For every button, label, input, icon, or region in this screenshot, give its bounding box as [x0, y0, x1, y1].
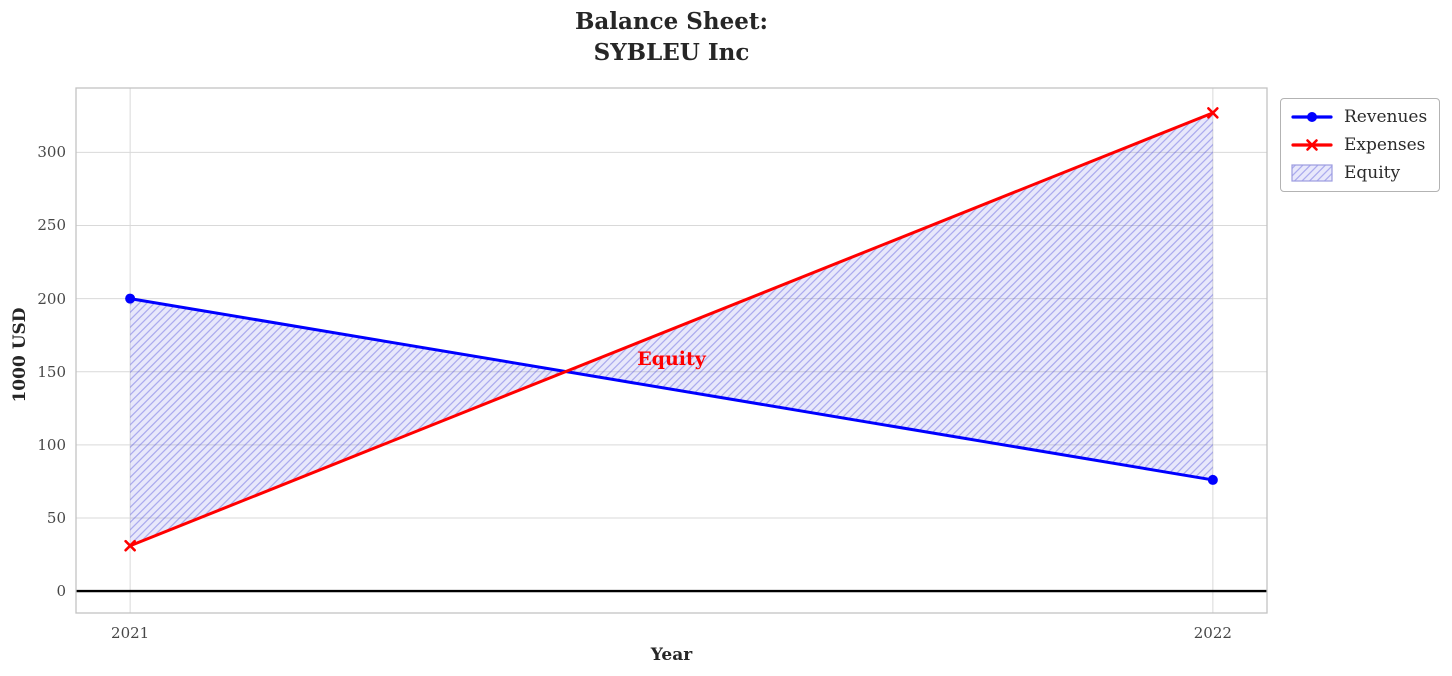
legend-item-label: Equity — [1344, 163, 1401, 183]
legend-revenues-line-swatch — [1291, 112, 1333, 122]
y-tick-label: 250 — [37, 216, 66, 235]
equity-annotation: Equity — [637, 347, 706, 370]
chart-title: Balance Sheet: SYBLEU Inc — [76, 6, 1267, 68]
y-axis-label: 1000 USD — [10, 307, 30, 403]
y-tick-label: 100 — [37, 435, 66, 454]
revenues-marker — [125, 293, 136, 304]
y-tick-label: 200 — [37, 289, 66, 308]
expenses-line — [128, 111, 1215, 548]
chart-title-line1: Balance Sheet: — [574, 8, 769, 35]
y-tick-label: 50 — [46, 508, 66, 527]
legend-expenses-line-swatch — [1291, 139, 1333, 151]
revenues-marker — [1207, 474, 1218, 485]
chart-title-line2: SYBLEU Inc — [593, 39, 750, 67]
legend-item-label: Revenues — [1344, 107, 1428, 127]
expenses-marker — [1207, 107, 1219, 119]
legend-item-label: Expenses — [1344, 135, 1426, 155]
legend-item-expenses: Expenses — [1290, 135, 1427, 155]
x-axis-label: Year — [650, 645, 693, 665]
x-tick-label: 2021 — [111, 624, 150, 642]
x-tick-label: 2022 — [1193, 624, 1232, 642]
legend: Revenues Expenses Equity — [1280, 98, 1441, 192]
legend-item-equity: Equity — [1290, 163, 1427, 183]
y-tick-label: 150 — [37, 362, 66, 381]
legend-item-revenues: Revenues — [1290, 107, 1427, 127]
expenses-marker — [124, 539, 136, 552]
legend-equity-patch-swatch — [1291, 164, 1333, 182]
y-tick-label: 0 — [56, 582, 66, 601]
y-tick-label: 300 — [37, 143, 66, 162]
plot-border — [75, 87, 1268, 614]
revenues-line — [128, 297, 1215, 482]
